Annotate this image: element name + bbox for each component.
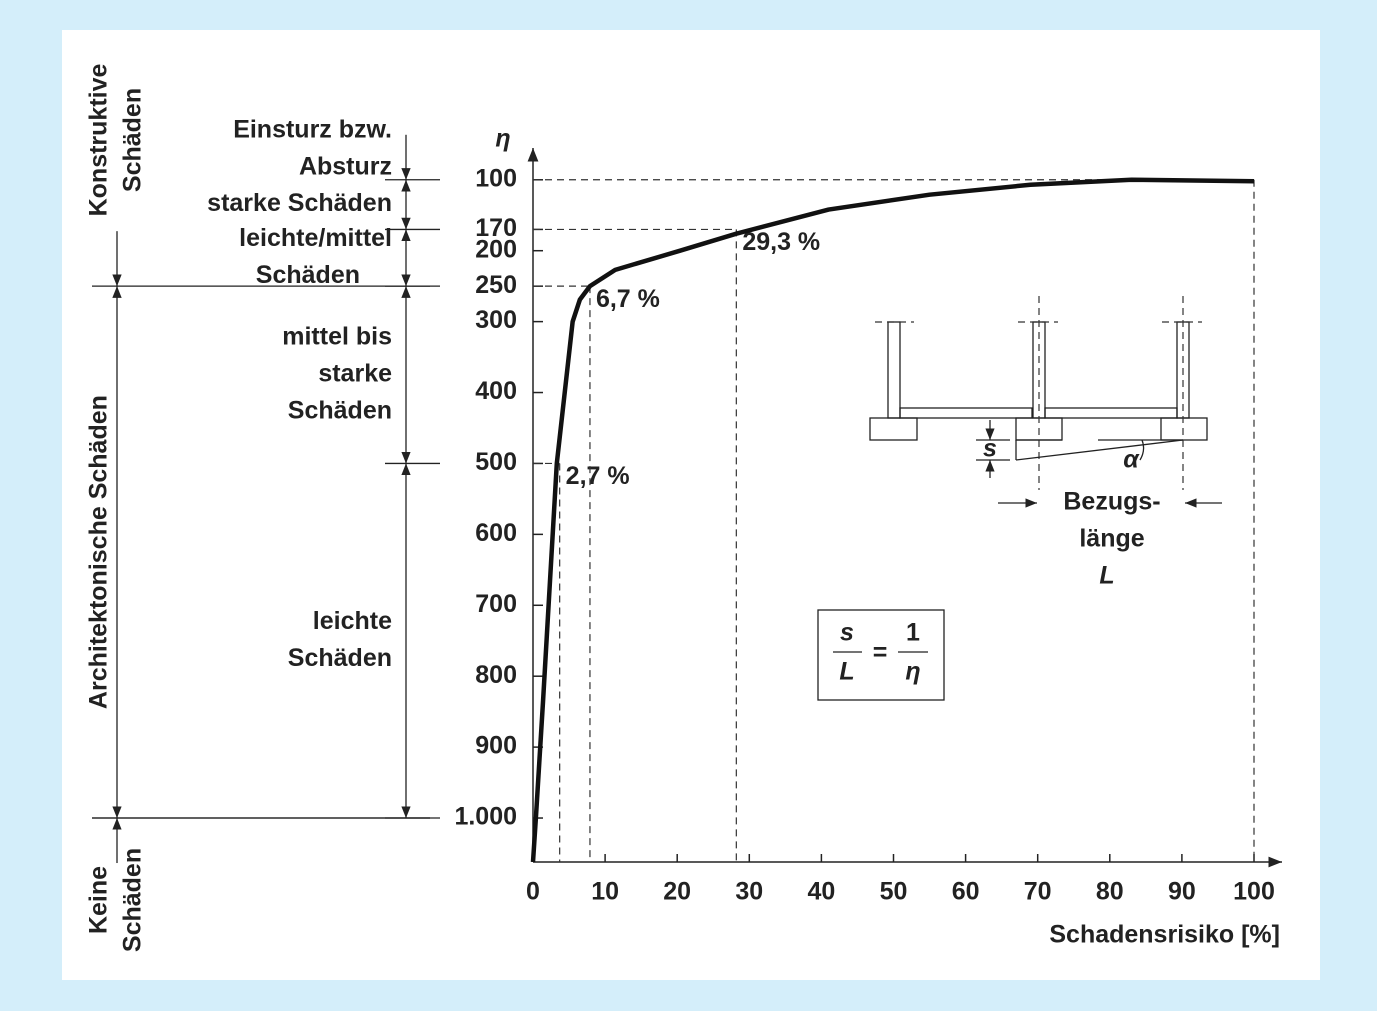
reference-label: 2,7 % <box>566 462 630 490</box>
damage-level-label: leichte/mittel <box>239 224 392 252</box>
curve <box>530 177 1255 863</box>
damage-level-label: leichte <box>313 607 392 635</box>
y-tick-label: 100 <box>475 164 517 192</box>
formula: L <box>839 658 854 686</box>
inset-length-label: Bezugs- <box>1063 488 1160 516</box>
x-axis-label: Schadensrisiko [%] <box>1049 921 1280 949</box>
y-tick-label: 600 <box>475 519 517 547</box>
formula: 1 <box>906 619 920 647</box>
x-tick-label: 80 <box>1096 878 1124 906</box>
damage-level-label: Einsturz bzw. <box>233 115 392 143</box>
damage-level-label: starke Schäden <box>207 189 392 217</box>
y-tick-label: 200 <box>475 235 517 263</box>
inset-L: L <box>1099 562 1114 590</box>
y-tick-label: 500 <box>475 448 517 476</box>
formula: = <box>873 639 888 667</box>
y-tick-label: 400 <box>475 377 517 405</box>
y-tick-label: 800 <box>475 661 517 689</box>
x-tick-label: 40 <box>807 878 835 906</box>
y-tick-label: 250 <box>475 271 517 299</box>
y-tick-label: 1.000 <box>454 803 517 831</box>
x-tick-label: 10 <box>591 878 619 906</box>
inset-length-label: länge <box>1079 525 1144 553</box>
x-tick-label: 30 <box>735 878 763 906</box>
inset-alpha: α <box>1123 446 1140 474</box>
damage-level-label: Schäden <box>288 644 392 672</box>
reference-label: 29,3 % <box>742 228 820 256</box>
reference-label: 6,7 % <box>596 285 660 313</box>
group-label: Keine <box>85 866 113 934</box>
y-axis-label: η <box>495 125 510 153</box>
group-label: Architektonische Schäden <box>85 395 113 709</box>
y-tick-label: 300 <box>475 306 517 334</box>
inset-s: s <box>983 435 997 463</box>
inset-diagram <box>817 296 1222 701</box>
x-tick-label: 70 <box>1024 878 1052 906</box>
panel <box>62 30 1320 980</box>
x-tick-label: 50 <box>880 878 908 906</box>
group-label: Schäden <box>119 848 147 952</box>
group-label: Schäden <box>119 88 147 192</box>
damage-level-label: Schäden <box>288 396 392 424</box>
damage-level-label: Schäden <box>256 261 360 289</box>
x-tick-label: 60 <box>952 878 980 906</box>
formula: η <box>905 658 920 686</box>
y-tick-label: 900 <box>475 732 517 760</box>
group-label: Konstruktive <box>85 64 113 217</box>
x-tick-label: 100 <box>1233 878 1275 906</box>
x-tick-label: 20 <box>663 878 691 906</box>
x-tick-label: 0 <box>526 878 540 906</box>
x-tick-label: 90 <box>1168 878 1196 906</box>
damage-level-label: starke <box>318 359 392 387</box>
damage-level-label: mittel bis <box>282 322 392 350</box>
formula: s <box>840 619 854 647</box>
damage-level-label: Absturz <box>299 152 392 180</box>
y-tick-label: 700 <box>475 590 517 618</box>
y-tick-label: 170 <box>475 214 517 242</box>
